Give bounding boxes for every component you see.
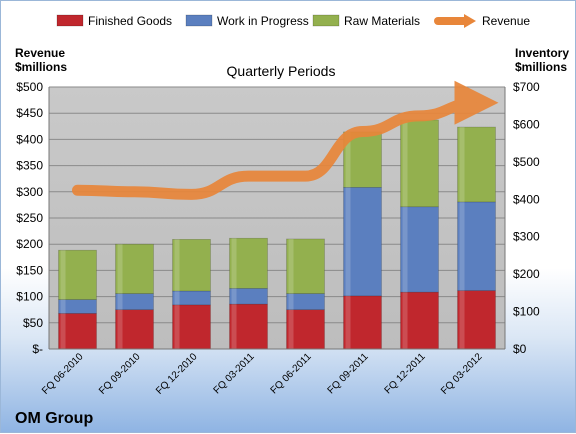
left-tick-label: $-: [32, 342, 43, 356]
bar-highlight: [175, 305, 180, 349]
right-tick-label: $300: [513, 230, 540, 244]
left-axis-label-line2: $millions: [15, 60, 67, 74]
left-tick-label: $500: [16, 80, 43, 94]
category-label: FQ 12-2011: [383, 351, 428, 396]
category-label: FQ 06-2010: [40, 351, 86, 397]
left-tick-label: $300: [16, 185, 43, 199]
bar-highlight: [175, 291, 180, 305]
legend-swatch-finished-goods: [57, 15, 83, 26]
left-tick-label: $150: [16, 263, 43, 277]
left-axis-label-line1: Revenue: [15, 46, 65, 60]
right-tick-label: $0: [513, 342, 527, 356]
category-label: FQ 09-2011: [326, 351, 371, 396]
category-label: FQ 09-2010: [97, 351, 143, 397]
bar-highlight: [118, 244, 123, 293]
left-tick-label: $350: [16, 159, 43, 173]
bar-highlight: [232, 238, 237, 288]
left-tick-label: $450: [16, 106, 43, 120]
bar-highlight: [346, 187, 351, 296]
right-tick-label: $500: [513, 155, 540, 169]
company-name: OM Group: [15, 410, 93, 427]
right-tick-label: $100: [513, 305, 540, 319]
right-tick-label: $600: [513, 117, 540, 131]
left-tick-label: $400: [16, 132, 43, 146]
category-label: FQ 06-2011: [269, 351, 314, 396]
right-axis-label-line1: Inventory: [515, 46, 569, 60]
legend-arrow: [464, 14, 476, 28]
legend-label-work-in-progress: Work in Progress: [217, 14, 309, 28]
bar-highlight: [232, 288, 237, 304]
left-tick-label: $50: [23, 316, 43, 330]
bar-highlight: [460, 291, 465, 349]
bar-highlight: [118, 294, 123, 310]
right-tick-label: $200: [513, 267, 540, 281]
category-label: FQ 03-2011: [212, 351, 257, 396]
bar-highlight: [118, 310, 123, 349]
bar-highlight: [289, 294, 294, 310]
right-tick-label: $400: [513, 192, 540, 206]
chart-title: Quarterly Periods: [227, 63, 336, 79]
left-tick-label: $100: [16, 290, 43, 304]
bar-highlight: [61, 300, 66, 314]
right-tick-label: $700: [513, 80, 540, 94]
left-tick-label: $200: [16, 237, 43, 251]
bar-highlight: [403, 207, 408, 292]
bar-highlight: [289, 239, 294, 294]
left-tick-label: $250: [16, 211, 43, 225]
legend: Finished Goods Work in Progress Raw Materi…: [57, 14, 530, 28]
legend-swatch-raw-materials: [313, 15, 339, 26]
bar-highlight: [460, 127, 465, 202]
legend-label-raw-materials: Raw Materials: [344, 14, 420, 28]
bar-highlight: [61, 250, 66, 299]
bar-highlight: [61, 313, 66, 349]
legend-label-finished-goods: Finished Goods: [88, 14, 172, 28]
bar-highlight: [346, 296, 351, 349]
legend-label-revenue: Revenue: [482, 14, 530, 28]
legend-swatch-work-in-progress: [186, 15, 212, 26]
bar-highlight: [403, 292, 408, 349]
bar-highlight: [460, 202, 465, 291]
category-label: FQ 03-2012: [439, 351, 485, 397]
bar-highlight: [175, 239, 180, 291]
right-axis-label-line2: $millions: [515, 60, 567, 74]
bar-highlight: [232, 304, 237, 349]
bar-highlight: [289, 310, 294, 349]
bar-highlight: [403, 120, 408, 207]
category-label: FQ 12-2010: [154, 351, 200, 397]
